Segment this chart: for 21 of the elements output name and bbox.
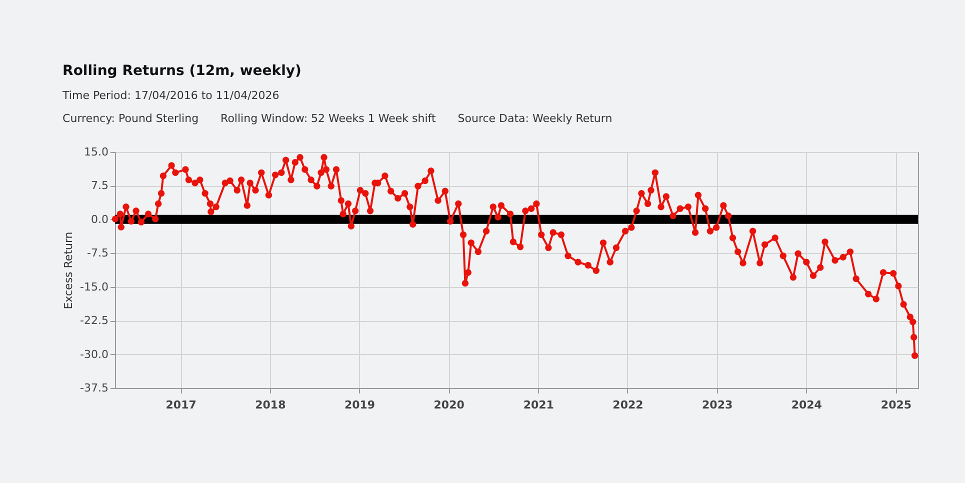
x-tick-label: 2018 [255,398,286,412]
x-tick-label: 2022 [612,398,644,412]
x-tick-label: 2021 [523,398,554,412]
y-tick-label: -7.5 [87,246,108,260]
y-tick-label: -37.5 [80,382,108,394]
chart-title: Rolling Returns (12m, weekly) [62,63,302,79]
text: Currency: Pound Sterling Rolling Window: 52 Weeks 1 Week shift Source Data: Weekly Return [62,112,612,125]
y-tick-label: -22.5 [80,314,108,328]
y-tick-label: 7.5 [91,179,108,192]
y-tick-label: -30.0 [80,348,108,361]
x-tick-label: 2017 [166,398,196,412]
x-tick-label: 2020 [434,398,465,412]
chart-subtitle: Time Period: 17/04/2016 to 11/04/2026 [62,89,280,102]
x-tick-label: 2024 [791,398,822,412]
x-tick-label: 2023 [702,398,733,412]
y-tick-label: 0.0 [91,212,108,226]
y-tick-label: -15.0 [80,280,108,294]
y-axis-title: Excess Return [62,232,76,310]
x-tick-label: 2025 [880,398,912,412]
y-tick-label: 15.0 [84,146,108,158]
x-tick-label: 2019 [344,398,376,412]
